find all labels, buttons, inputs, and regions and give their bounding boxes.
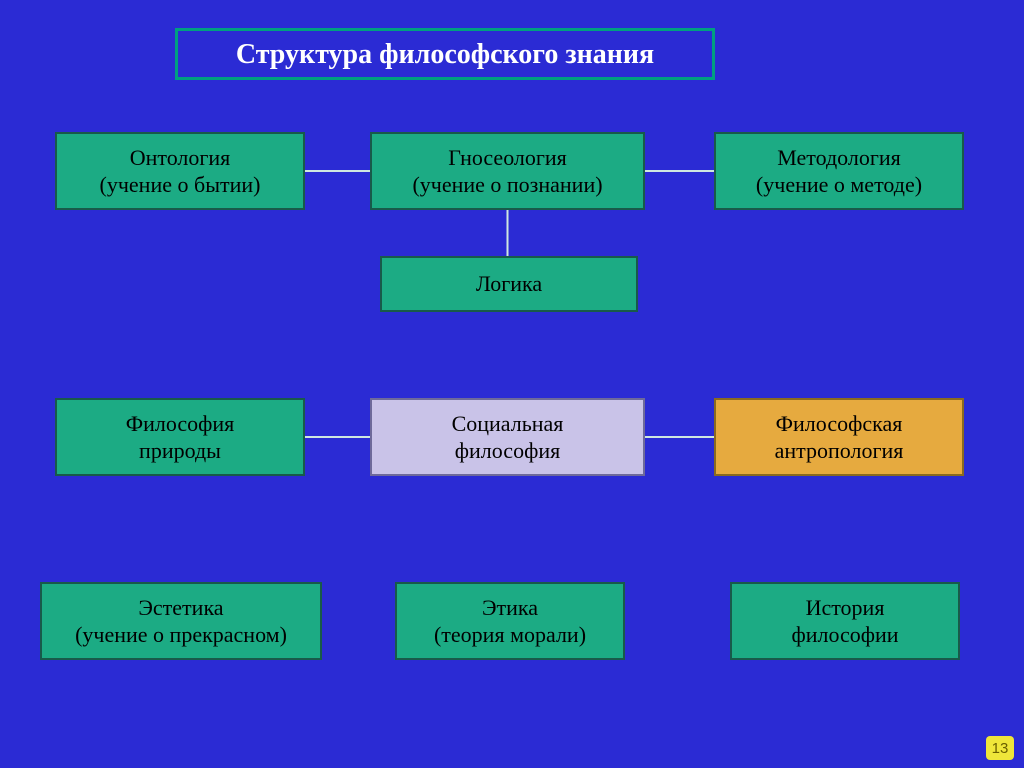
node-ethics: Этика(теория морали) bbox=[395, 582, 625, 660]
diagram-title: Структура философского знания bbox=[175, 28, 715, 80]
node-social-line2: философия bbox=[452, 437, 564, 465]
node-history-line2: философии bbox=[791, 621, 898, 649]
node-methodology-line2: (учение о методе) bbox=[756, 171, 922, 199]
node-anthropology-line1: Философская bbox=[775, 410, 904, 438]
node-social: Социальнаяфилософия bbox=[370, 398, 645, 476]
node-ontology-line2: (учение о бытии) bbox=[100, 171, 261, 199]
node-ethics-line2: (теория морали) bbox=[434, 621, 586, 649]
node-history-line1: История bbox=[791, 594, 898, 622]
node-gnoseology: Гносеология(учение о познании) bbox=[370, 132, 645, 210]
node-aesthetics-line2: (учение о прекрасном) bbox=[75, 621, 287, 649]
slide-number-badge: 13 bbox=[986, 736, 1014, 760]
node-aesthetics: Эстетика(учение о прекрасном) bbox=[40, 582, 322, 660]
node-social-line1: Социальная bbox=[452, 410, 564, 438]
node-nature: Философияприроды bbox=[55, 398, 305, 476]
node-ontology-line1: Онтология bbox=[100, 144, 261, 172]
node-ontology: Онтология(учение о бытии) bbox=[55, 132, 305, 210]
node-methodology-line1: Методология bbox=[756, 144, 922, 172]
node-gnoseology-line2: (учение о познании) bbox=[412, 171, 602, 199]
node-nature-line2: природы bbox=[126, 437, 235, 465]
node-anthropology: Философскаяантропология bbox=[714, 398, 964, 476]
node-history: Историяфилософии bbox=[730, 582, 960, 660]
node-anthropology-line2: антропология bbox=[775, 437, 904, 465]
node-ethics-line1: Этика bbox=[434, 594, 586, 622]
node-nature-line1: Философия bbox=[126, 410, 235, 438]
node-methodology: Методология(учение о методе) bbox=[714, 132, 964, 210]
node-aesthetics-line1: Эстетика bbox=[75, 594, 287, 622]
node-logic: Логика bbox=[380, 256, 638, 312]
node-logic-line1: Логика bbox=[476, 270, 542, 298]
node-gnoseology-line1: Гносеология bbox=[412, 144, 602, 172]
